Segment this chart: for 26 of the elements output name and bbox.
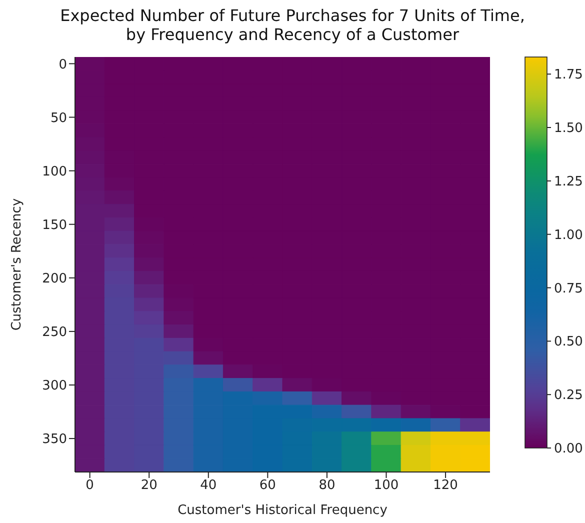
y-tick-label: 300 [42, 378, 67, 394]
color-bar-label: 1.25 [554, 174, 583, 190]
x-tick-label: 0 [86, 478, 94, 494]
color-bar-label: 1.00 [554, 228, 583, 243]
y-tick-label: 350 [42, 432, 67, 448]
x-tick-label: 40 [200, 478, 217, 494]
x-tick-label: 100 [374, 478, 399, 494]
x-tick-label: 20 [140, 478, 158, 494]
y-tick-label: 50 [50, 110, 67, 126]
x-tick-label: 120 [433, 478, 458, 494]
y-tick-label: 200 [42, 272, 67, 286]
color-bar-label: 1.50 [554, 121, 583, 136]
color-bar-label: 0.75 [554, 281, 583, 296]
y-tick-label: 250 [42, 325, 67, 340]
color-bar-label: 0.50 [554, 334, 583, 350]
x-axis-title: Customer's Historical Frequency [178, 503, 388, 518]
x-tick-label: 80 [318, 478, 336, 494]
color-bar-label: 1.75 [554, 68, 583, 83]
color-bar-label: 0.25 [554, 388, 583, 404]
y-tick-label: 150 [42, 218, 67, 233]
y-tick-label: 0 [58, 57, 67, 72]
color-bar-label: 0.00 [554, 442, 583, 456]
x-tick-label: 60 [259, 478, 276, 494]
y-tick-label: 100 [42, 164, 67, 180]
y-axis-title: Customer's Recency [10, 198, 25, 331]
chart-title: Expected Number of Future Purchases for 7 Units of Time, by Frequency and Recency of a Customer [59, 6, 526, 44]
